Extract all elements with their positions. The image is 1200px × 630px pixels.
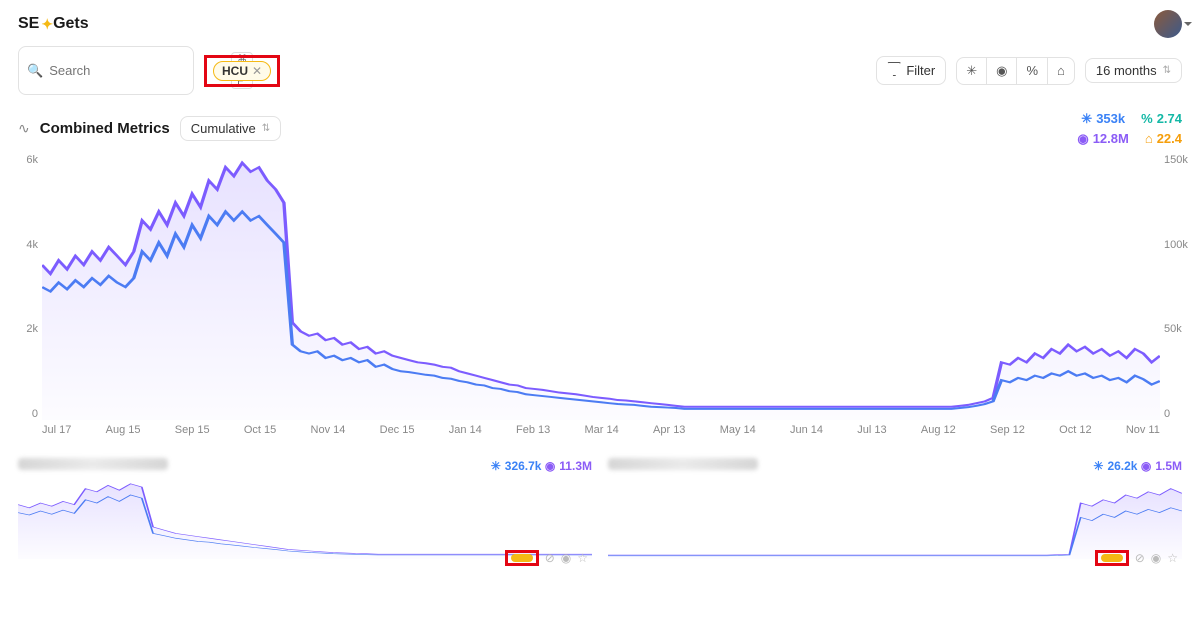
avatar[interactable] bbox=[1154, 10, 1182, 38]
mini1-footer: ⊘ ◉ ☆ bbox=[505, 550, 588, 566]
eye-off-icon[interactable]: ⊘ bbox=[1135, 551, 1145, 565]
tag-close-icon[interactable]: ✕ bbox=[252, 64, 262, 78]
toggle-impressions-icon[interactable]: ◉ bbox=[987, 58, 1017, 84]
mini1-title-blurred bbox=[18, 458, 168, 470]
search-box[interactable]: 🔍 ⌘ + F bbox=[18, 46, 194, 95]
page-title: Combined Metrics bbox=[40, 120, 170, 137]
star-icon[interactable]: ☆ bbox=[1167, 551, 1178, 565]
metric-toggle-group: ✳ ◉ % ⌂ bbox=[956, 57, 1075, 85]
summary-ctr: % 2.74 bbox=[1141, 109, 1182, 129]
pill-icon bbox=[1101, 554, 1123, 562]
summary-clicks: ✳ 353k bbox=[1081, 109, 1125, 129]
eye-icon[interactable]: ◉ bbox=[1151, 551, 1161, 565]
mini2-footer: ⊘ ◉ ☆ bbox=[1095, 550, 1178, 566]
star-icon[interactable]: ☆ bbox=[577, 551, 588, 565]
chevron-updown-icon: ⇅ bbox=[262, 123, 270, 134]
mini2-title-blurred bbox=[608, 458, 758, 470]
search-input[interactable] bbox=[49, 63, 225, 78]
highlight-box-mini1 bbox=[505, 550, 539, 566]
mini2-metrics: ✳ 26.2k ◉ 1.5M bbox=[1093, 458, 1182, 475]
filter-icon bbox=[887, 62, 901, 79]
highlight-box-mini2 bbox=[1095, 550, 1129, 566]
chevron-updown-icon: ⇅ bbox=[1163, 65, 1171, 76]
range-label: 16 months bbox=[1096, 63, 1157, 78]
range-select[interactable]: 16 months ⇅ bbox=[1085, 58, 1182, 83]
pulse-icon: ∿ bbox=[18, 120, 30, 137]
toggle-ctr-icon[interactable]: % bbox=[1017, 58, 1048, 84]
summary-position: ⌂ 22.4 bbox=[1145, 129, 1182, 149]
tag-label: HCU bbox=[222, 64, 248, 78]
logo-pre: SE bbox=[18, 15, 39, 33]
summary-metrics: ✳ 353k % 2.74 ◉ 12.8M ⌂ 22.4 bbox=[1077, 109, 1182, 148]
summary-impressions: ◉ 12.8M bbox=[1077, 129, 1128, 149]
filter-label: Filter bbox=[906, 63, 935, 78]
eye-off-icon[interactable]: ⊘ bbox=[545, 551, 555, 565]
filter-button[interactable]: Filter bbox=[876, 56, 946, 85]
mode-label: Cumulative bbox=[191, 121, 256, 136]
pill-icon bbox=[511, 554, 533, 562]
mini-chart-1[interactable]: ✳ 326.7k ◉ 11.3M ⊘ ◉ ☆ bbox=[18, 458, 592, 562]
toggle-position-icon[interactable]: ⌂ bbox=[1048, 58, 1074, 84]
highlight-box-tag: HCU ✕ bbox=[204, 55, 280, 87]
spark-icon: ✦ bbox=[41, 16, 53, 33]
search-icon: 🔍 bbox=[27, 63, 43, 79]
mini1-metrics: ✳ 326.7k ◉ 11.3M bbox=[491, 458, 592, 475]
mode-select[interactable]: Cumulative ⇅ bbox=[180, 116, 281, 141]
logo: SE✦Gets bbox=[18, 15, 89, 33]
eye-icon[interactable]: ◉ bbox=[561, 551, 571, 565]
toggle-clicks-icon[interactable]: ✳ bbox=[957, 58, 987, 84]
tag-hcu[interactable]: HCU ✕ bbox=[213, 61, 271, 81]
logo-post: Gets bbox=[53, 15, 89, 33]
mini-chart-2[interactable]: ✳ 26.2k ◉ 1.5M ⊘ ◉ ☆ bbox=[608, 458, 1182, 562]
main-chart: 6k4k2k0 150k100k50k0 Jul 17Aug 15Sep 15O… bbox=[42, 154, 1160, 444]
